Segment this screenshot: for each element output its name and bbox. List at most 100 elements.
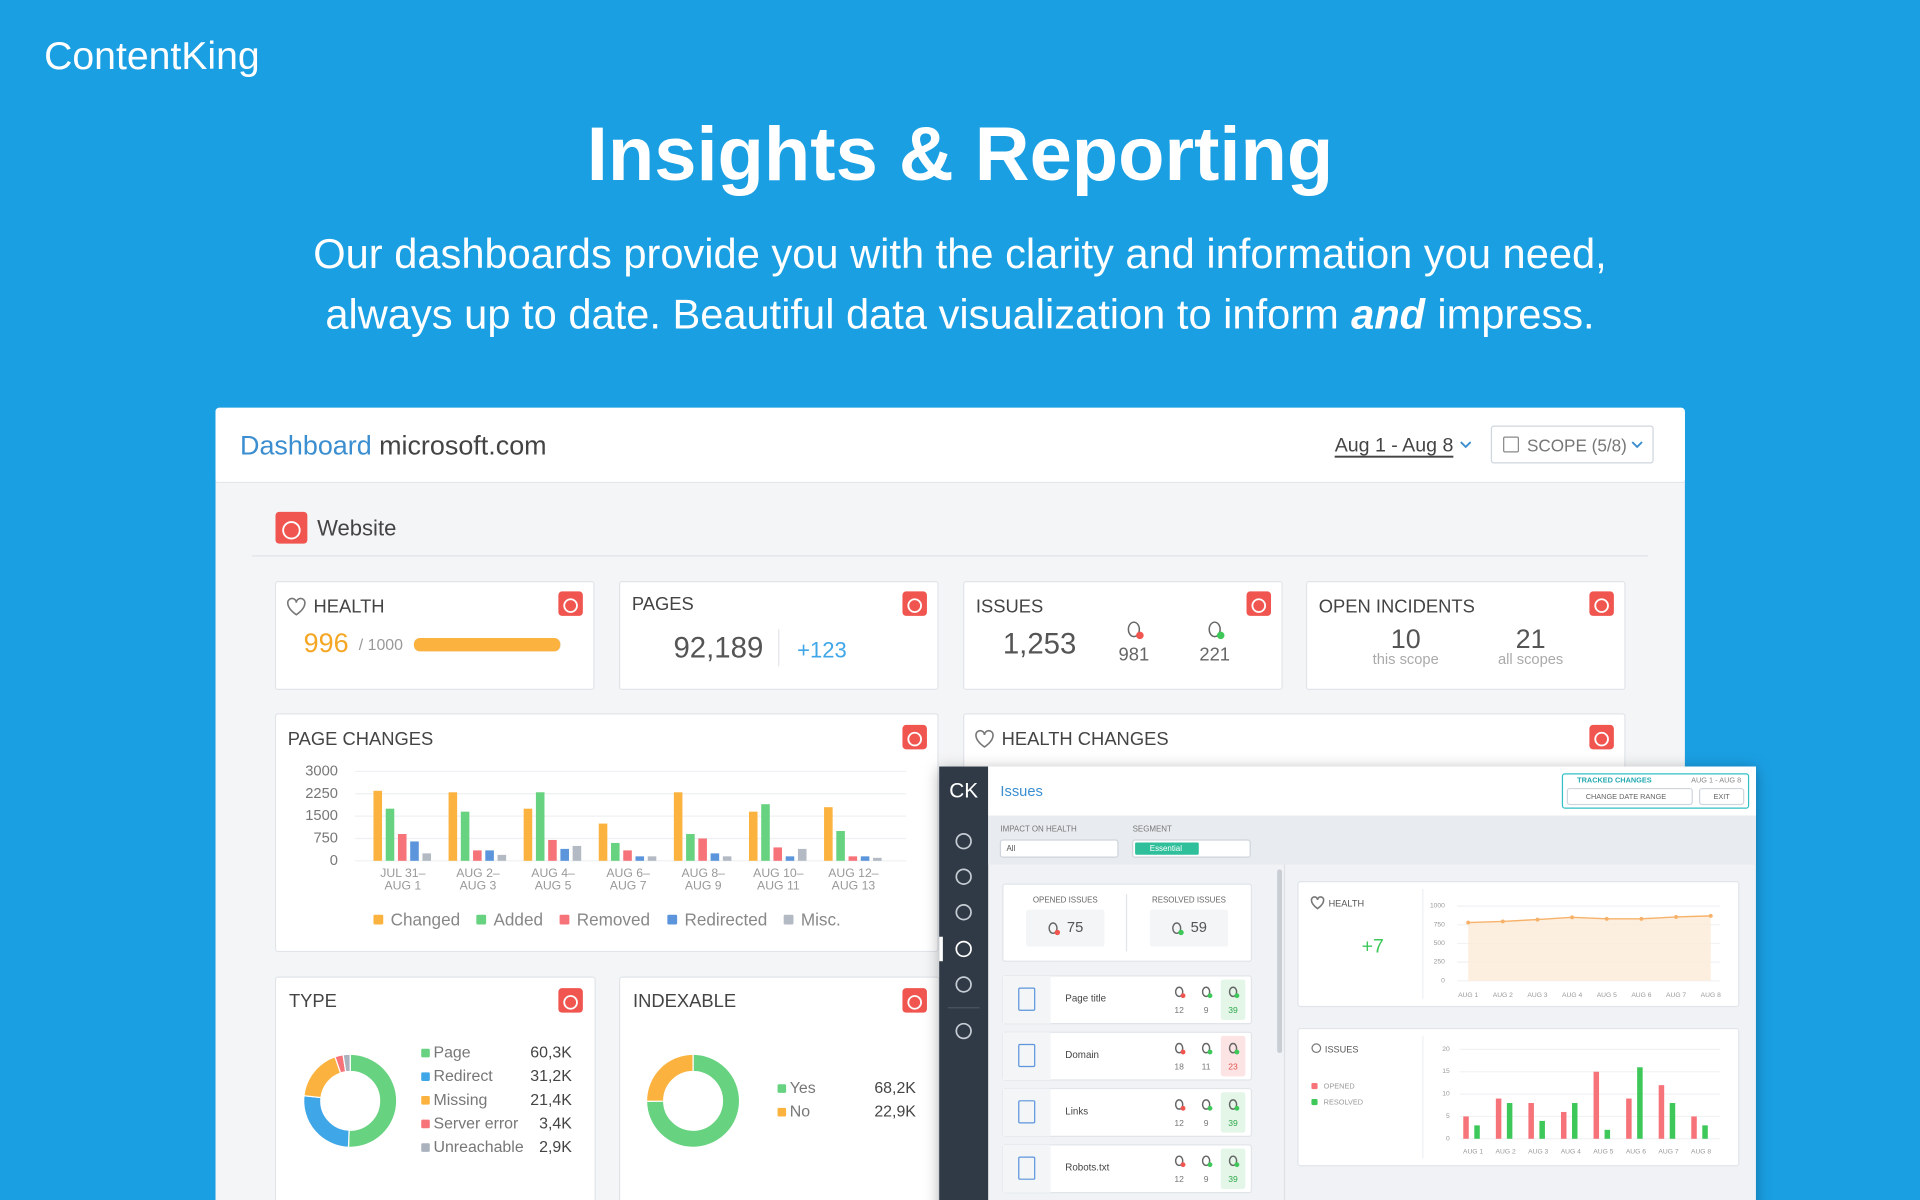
- bar: [773, 847, 783, 861]
- x-tick-label: AUG 4: [1562, 992, 1582, 999]
- label: 1,253: [1003, 628, 1077, 661]
- heart-icon: [286, 597, 306, 616]
- x-tick-label: AUG 5: [1593, 1149, 1613, 1156]
- x-tick-label: AUG 10–: [753, 866, 804, 880]
- x-tick-label: AUG 4–: [531, 866, 575, 880]
- select: [999, 839, 1119, 858]
- count: 12: [1174, 1118, 1184, 1128]
- label: OPEN INCIDENTS: [1319, 596, 1475, 617]
- nav-active: [939, 936, 943, 962]
- x-tick-label: AUG 2: [1496, 1149, 1516, 1156]
- health-point: [1674, 914, 1679, 919]
- count: 12: [1174, 1005, 1184, 1015]
- label: PAGES: [632, 593, 694, 614]
- bar: [410, 841, 419, 861]
- card: [274, 581, 595, 690]
- card-badge: [902, 591, 927, 616]
- nav-icon[interactable]: [955, 868, 972, 885]
- button-label[interactable]: EXIT: [1713, 792, 1730, 801]
- label: SEGMENT: [1133, 824, 1172, 833]
- label: this scope: [1373, 652, 1439, 668]
- bug-status: [1234, 993, 1240, 999]
- bar: [1528, 1103, 1534, 1139]
- nav-icon[interactable]: [955, 1022, 972, 1040]
- legend-swatch: [476, 914, 487, 925]
- bar: [611, 842, 620, 861]
- bug-status: [1136, 631, 1144, 640]
- y-tick-label: 750: [1434, 921, 1445, 928]
- card: [1305, 581, 1626, 690]
- legend-label: Changed: [391, 910, 461, 930]
- count: 9: [1204, 1005, 1209, 1015]
- y-tick-label: 0: [1441, 977, 1445, 984]
- bar: [1495, 1098, 1502, 1139]
- chevron: [1631, 441, 1643, 449]
- row-title[interactable]: Domain: [1065, 1050, 1099, 1061]
- x-tick-label: AUG 8: [1701, 992, 1721, 999]
- row-title[interactable]: Links: [1065, 1106, 1088, 1117]
- bar: [673, 792, 683, 861]
- heart-icon: [975, 729, 994, 748]
- x-tick-label: AUG 3: [1527, 992, 1547, 999]
- donut-slice: [342, 1053, 351, 1073]
- nav-icon[interactable]: [955, 976, 972, 993]
- label: 92,189: [673, 631, 763, 664]
- nav-icon[interactable]: [955, 833, 972, 850]
- legend-swatch: [421, 1119, 430, 1129]
- scope-label[interactable]: SCOPE (5/8): [1527, 436, 1627, 456]
- legend-label: Removed: [577, 910, 650, 930]
- bug-status: [1234, 1162, 1240, 1168]
- label: 21: [1516, 624, 1546, 654]
- label: +7: [1362, 936, 1384, 958]
- legend-swatch: [667, 914, 678, 925]
- bar: [722, 856, 732, 861]
- label: HEALTH: [313, 596, 384, 617]
- summary-value-box: [1026, 909, 1105, 947]
- bar: [647, 856, 657, 861]
- health-point: [1500, 919, 1505, 924]
- heart-icon: [1310, 896, 1325, 910]
- bug-icon: [1201, 1099, 1211, 1110]
- badge-glyph: [282, 521, 301, 540]
- date-range[interactable]: Aug 1 - Aug 8: [1335, 435, 1454, 457]
- legend-label: No: [790, 1104, 810, 1121]
- donut-slice: [347, 1053, 398, 1148]
- bug-icon: [1172, 922, 1182, 935]
- badge-glyph: [907, 995, 922, 1010]
- bug-status: [1180, 1105, 1186, 1111]
- health-bar: [413, 637, 561, 652]
- bug-icon: [1201, 986, 1211, 998]
- legend-swatch: [373, 914, 384, 925]
- health-area: [1468, 915, 1711, 981]
- badge-glyph: [563, 995, 578, 1010]
- select-value[interactable]: All: [1007, 844, 1016, 853]
- scrollbar: [1277, 869, 1283, 1054]
- bar: [1637, 1067, 1643, 1139]
- legend-label: Misc.: [801, 910, 841, 930]
- legend-label: Added: [493, 910, 543, 930]
- label: / 1000: [359, 637, 403, 654]
- bar: [860, 856, 870, 861]
- window-title: Issues: [1000, 784, 1042, 800]
- bug-status: [1180, 993, 1186, 999]
- row-title[interactable]: Robots.txt: [1065, 1163, 1109, 1174]
- bar: [1691, 1116, 1697, 1139]
- label: HEALTH CHANGES: [1002, 728, 1169, 749]
- badge-glyph: [1251, 598, 1267, 613]
- card-badge: [902, 988, 927, 1013]
- bar: [623, 850, 632, 861]
- scope-icon: [1503, 436, 1519, 453]
- select-value[interactable]: Essential: [1150, 844, 1182, 853]
- legend-swatch: [421, 1096, 430, 1105]
- bar: [836, 831, 845, 861]
- nav-icon[interactable]: [955, 940, 972, 958]
- badge-glyph: [563, 598, 578, 613]
- label: 10: [1391, 624, 1421, 654]
- button-label[interactable]: CHANGE DATE RANGE: [1586, 792, 1667, 801]
- row-title[interactable]: Page title: [1065, 994, 1106, 1005]
- count: 39: [1228, 1118, 1238, 1128]
- nav-icon[interactable]: [955, 904, 972, 921]
- label: PAGE CHANGES: [288, 728, 434, 749]
- label: 59: [1191, 920, 1207, 936]
- bar: [448, 792, 458, 861]
